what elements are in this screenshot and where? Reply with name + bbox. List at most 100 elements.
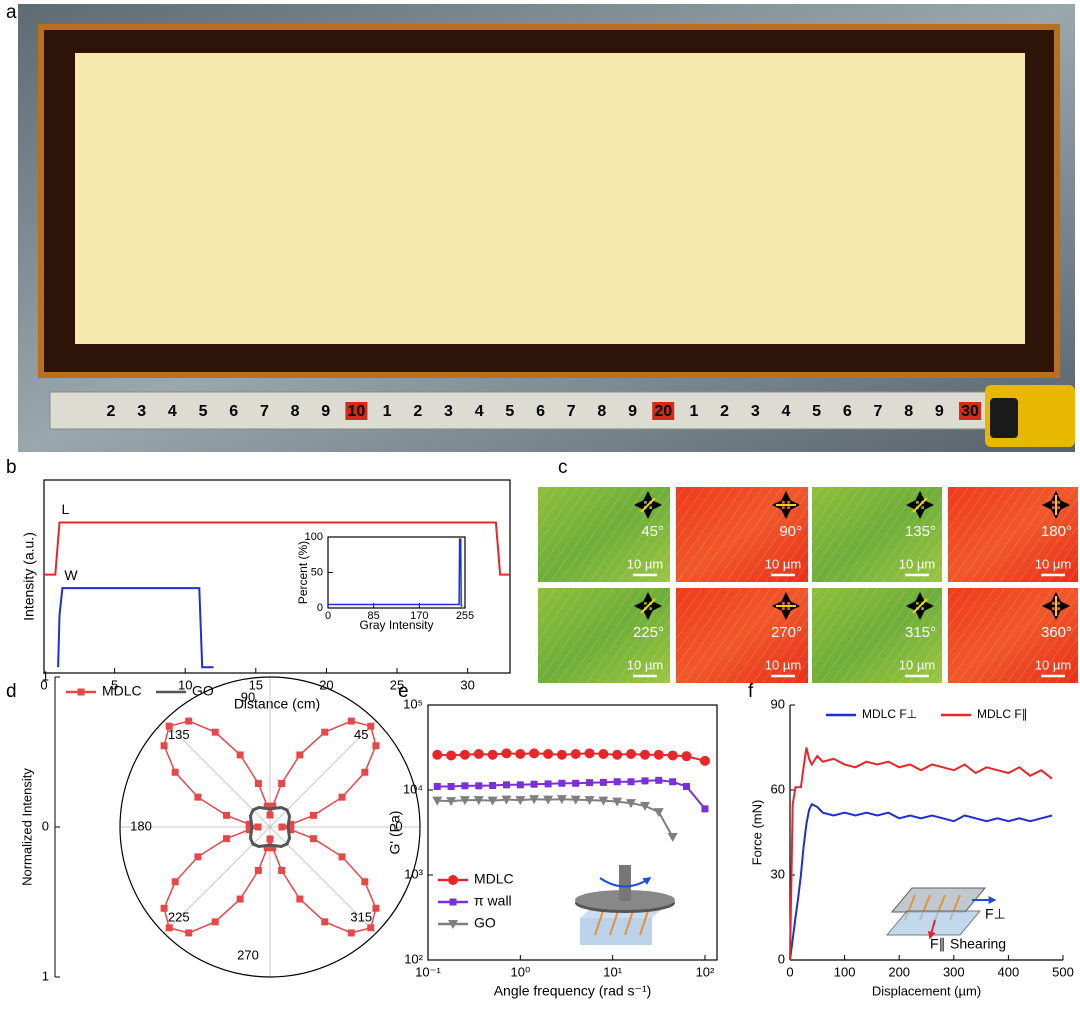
data-point [461,782,469,790]
data-point [473,796,484,806]
y-tick-label: 10³ [404,866,423,881]
ruler-number: 7 [567,403,576,420]
shear-icon [885,887,997,940]
sample-axis [640,497,656,513]
x-tick-label: 85 [368,610,380,622]
data-point [667,832,678,842]
sample-axis [912,497,928,513]
data-point [556,795,567,805]
ruler-number: 3 [137,403,146,420]
data-line [437,798,674,838]
rheometer-icon [575,865,675,945]
ruler-number: 1 [383,403,392,420]
ruler-number: 3 [751,403,760,420]
data-point [529,748,540,759]
ruler-number: 7 [260,403,269,420]
y-tick-label: 10² [404,951,423,966]
data-line [789,747,1053,961]
ruler-number: 10 [348,403,366,420]
rotation-angle: 225° [633,624,664,641]
data-point [223,835,231,843]
data-point [372,742,380,750]
data-point [185,929,193,937]
tape-clip [990,398,1018,438]
y-axis-label: Force (mN) [749,800,764,866]
data-point [612,797,623,807]
legend-marker [448,875,458,885]
x-tick-label: 25 [390,677,404,692]
ruler [49,391,1001,430]
legend-label: GO [192,683,214,699]
data-point [254,780,262,788]
data-point [321,918,329,926]
x-axis-label: Displacement (µm) [872,983,981,998]
x-tick-label: 5 [111,677,118,692]
data-point [639,801,650,811]
legend-label: GO [474,915,496,931]
scale-bar-label: 10 µm [627,657,663,672]
annotation: Shearing [950,936,1006,952]
data-point [515,749,526,760]
data-point [572,779,580,787]
data-point [361,878,369,886]
ruler-number: 6 [536,403,545,420]
x-tick-label: 200 [888,964,910,979]
x-axis-label: Angle frequency (rad s⁻¹) [494,983,652,999]
data-point [639,749,650,760]
data-point [641,777,649,785]
ruler-labels: 2 3 4 5 6 7 8 9 10 1 2 3 4 5 6 7 8 9 20 1 2 3 4 5 6 7 8 9 30 [107,402,982,420]
data-point [361,768,369,776]
data-point [269,844,277,852]
angle-label: 225 [168,910,190,925]
x-tick-label: 300 [943,964,965,979]
legend-marker [77,688,85,696]
data-line [57,587,214,669]
data-point [433,782,441,790]
ruler-number: 2 [720,403,729,420]
data-point [211,728,219,736]
annotation: F∥ [930,936,946,952]
x-tick-label: 500 [1052,964,1074,979]
series-label: L [62,501,70,517]
y-tick-label: 0 [317,602,323,614]
rotation-angle: 360° [1041,624,1072,641]
angle-label: 90 [241,689,255,704]
data-point [171,768,179,776]
data-point [446,797,457,807]
ruler-number: 2 [107,403,116,420]
data-point [475,782,483,790]
legend-label: MDLC [474,871,514,887]
ruler-number: 20 [654,403,672,420]
x-axis-label: Gray Intensity [359,618,433,632]
x-tick-label: 10⁻¹ [415,964,441,979]
data-point [515,796,526,806]
data-point [372,904,380,912]
x-tick-label: 15 [249,677,263,692]
data-point [432,796,443,806]
data-point [165,722,173,730]
data-point [446,750,457,761]
photo [18,4,1075,452]
data-point [655,776,663,784]
ruler-number: 1 [689,403,698,420]
data-line [248,805,292,849]
ruler-badge [345,402,368,420]
data-point [236,895,244,903]
panel-label: e [398,681,409,702]
data-point [459,749,470,760]
legend-marker [449,898,457,906]
panel-label: d [6,681,17,702]
annotation: F⊥ [985,906,1006,922]
scale-bar-label: 10 µm [899,657,935,672]
data-point [278,866,286,874]
y-tick-label: 100 [305,531,323,543]
ruler-number: 2 [413,403,422,420]
rotation-angle: 270° [771,624,802,641]
data-point [254,866,262,874]
x-tick-label: 0 [40,677,47,692]
panel-label: b [6,457,17,478]
ruler-number: 30 [961,403,979,420]
data-point [263,802,271,810]
data-point [489,781,497,789]
x-tick-label: 0 [786,964,793,979]
